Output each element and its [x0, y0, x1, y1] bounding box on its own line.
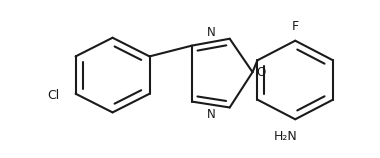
- Text: F: F: [292, 20, 299, 33]
- Text: N: N: [206, 108, 215, 121]
- Text: N: N: [206, 26, 215, 39]
- Text: O: O: [257, 66, 266, 79]
- Text: H₂N: H₂N: [274, 131, 297, 143]
- Text: Cl: Cl: [48, 89, 60, 102]
